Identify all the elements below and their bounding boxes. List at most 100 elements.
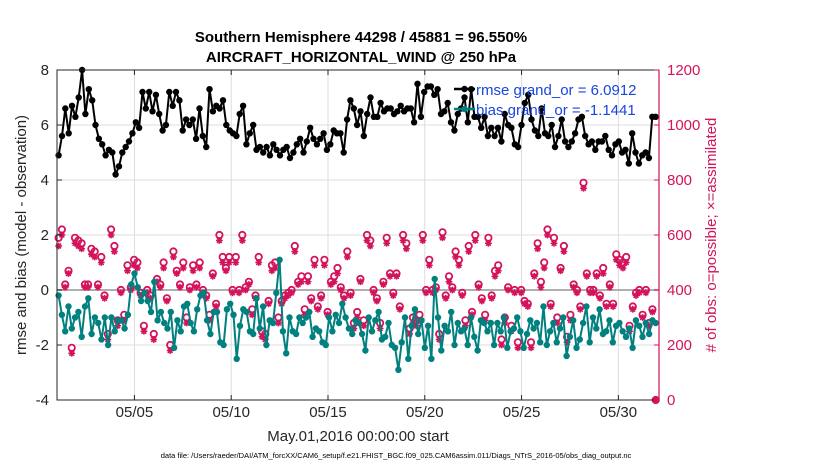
bias-point (213, 308, 221, 316)
rmse-point (464, 119, 471, 126)
bias-point (269, 319, 277, 327)
bias-point (570, 317, 577, 324)
rmse-point (498, 138, 505, 145)
assimilated-obs-marker (629, 305, 637, 313)
rmse-point (491, 132, 498, 140)
bias-point (286, 314, 293, 321)
rmse-point (186, 121, 193, 129)
assimilated-obs-marker (68, 349, 76, 357)
left-y-tick-label: 6 (41, 117, 49, 134)
x-tick-label: 05/25 (503, 404, 541, 421)
bias-point (550, 319, 557, 327)
right-y-tick-label: 800 (667, 172, 692, 189)
rmse-point (176, 97, 183, 104)
rmse-point (538, 105, 545, 112)
rmse-point (99, 141, 106, 148)
bias-point (157, 308, 165, 316)
rmse-point (394, 108, 401, 115)
right-y-tick-label: 1000 (667, 117, 700, 134)
bias-point (556, 325, 564, 332)
assimilated-obs-marker (425, 261, 433, 269)
assimilated-obs-marker (642, 289, 650, 297)
assimilated-obs-marker (340, 294, 348, 302)
assimilated-obs-marker (603, 303, 610, 310)
bias-point (174, 317, 181, 324)
bias-point (444, 328, 452, 335)
rmse-point (65, 130, 72, 137)
assimilated-obs-marker (649, 308, 656, 316)
rmse-point (189, 116, 196, 123)
assimilated-obs-marker (265, 300, 272, 308)
assimilated-obs-marker (330, 278, 338, 286)
left-y-tick-label: -4 (36, 392, 49, 409)
assimilated-obs-marker (593, 272, 601, 280)
left-y-axis-label: rmse and bias (model - observation) (13, 115, 30, 355)
assimilated-obs-marker (357, 278, 364, 286)
bias-point (137, 297, 145, 305)
rmse-point (239, 102, 247, 110)
assimilated-obs-marker (521, 300, 528, 308)
rmse-point (608, 152, 616, 159)
bias-point (177, 328, 184, 335)
rmse-point (313, 141, 321, 148)
rmse-point (525, 91, 532, 99)
left-y-axis: -4 -2 0 2 4 6 8 (36, 62, 62, 409)
assimilated-obs-marker (389, 292, 397, 299)
rmse-point (233, 132, 240, 140)
bias-point (471, 333, 478, 340)
bias-point (461, 325, 468, 332)
bias-point (128, 281, 135, 288)
bias-point (279, 328, 287, 335)
assimilated-obs-marker (530, 272, 538, 280)
rmse-point (276, 152, 284, 159)
bias-point (375, 308, 382, 316)
assimilated-obs-marker (465, 248, 473, 255)
assimilated-obs-marker (445, 278, 453, 286)
rmse-point (454, 110, 461, 118)
bias-point (421, 344, 428, 351)
assimilated-obs-marker (212, 303, 220, 310)
bias-point (642, 319, 649, 327)
assimilated-obs-marker (275, 319, 282, 327)
assimilated-obs-marker (576, 305, 584, 313)
assimilated-obs-marker (209, 272, 217, 280)
bias-point (543, 341, 550, 349)
assimilated-obs-marker (347, 292, 355, 299)
bias-point (299, 319, 306, 327)
rmse-point (605, 146, 612, 153)
data-file-footer: data file: /Users/raeder/DAI/ATM_forcXX/… (161, 451, 632, 460)
x-tick-label: 05/10 (212, 404, 250, 421)
bias-point (253, 295, 260, 302)
bias-point (108, 314, 115, 321)
assimilated-obs-marker (622, 259, 630, 266)
bias-point (418, 317, 425, 324)
bias-point (292, 330, 300, 338)
rmse-point (307, 124, 314, 131)
bias-point (424, 322, 432, 329)
assimilated-obs-marker (547, 303, 555, 310)
rmse-point (548, 121, 555, 129)
bias-point (236, 322, 244, 329)
bias-point (91, 314, 99, 321)
bias-point (104, 341, 112, 349)
rmse-point (642, 149, 649, 156)
rmse-point (474, 113, 482, 121)
assimilated-obs-marker (540, 264, 548, 272)
assimilated-obs-marker (402, 245, 410, 253)
bias-point (233, 355, 240, 362)
assimilated-obs-marker (616, 261, 624, 269)
assimilated-obs-marker (124, 267, 131, 275)
assimilated-obs-marker (189, 267, 197, 275)
rmse-point (615, 138, 622, 145)
assimilated-obs-marker (639, 314, 646, 321)
assimilated-obs-marker (396, 305, 404, 313)
assimilated-obs-marker (170, 253, 177, 261)
rmse-point (629, 130, 636, 137)
bias-point (566, 333, 574, 340)
assimilated-obs-marker (458, 292, 466, 299)
legend-bias-marker (461, 105, 468, 113)
assimilated-obs-marker (317, 294, 325, 302)
assimilated-obs-marker (84, 283, 92, 291)
bias-point (68, 325, 76, 332)
bias-point (520, 344, 527, 351)
